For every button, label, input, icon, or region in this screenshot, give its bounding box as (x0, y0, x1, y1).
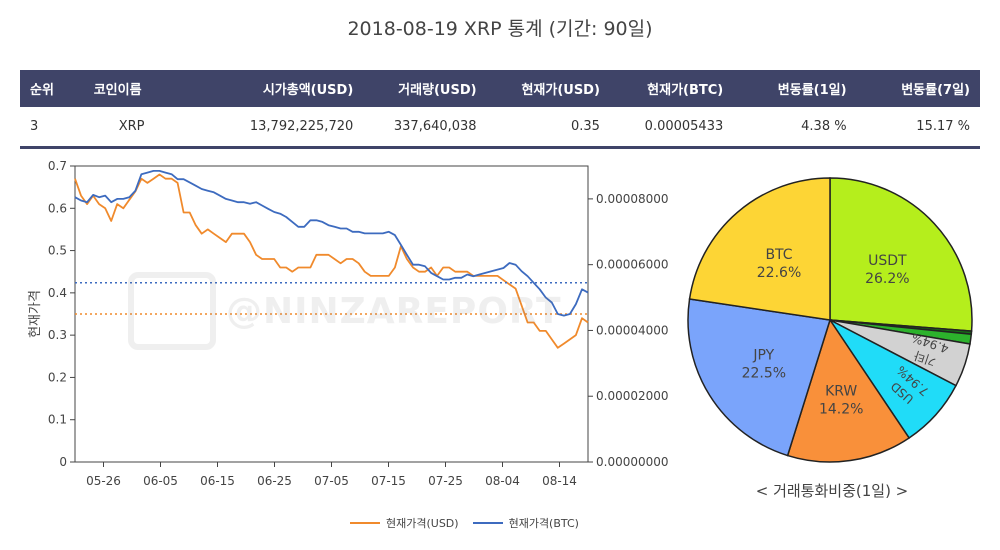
cell-rank: 3 (30, 119, 39, 134)
cell-price-btc: 0.00005433 (644, 119, 724, 134)
pie-label-group: USDT 26.2% (865, 253, 909, 287)
table-row: 3 XRP 13,792,225,720 337,640,038 0.35 0.… (20, 107, 980, 148)
pie-label-group: BTC 22.6% (757, 247, 801, 281)
legend-swatch-btc (472, 522, 503, 524)
pie-slice-label: USDT (868, 253, 907, 269)
cell-market-cap: 13,792,225,720 (249, 119, 354, 134)
x-tick-label: 06-15 (200, 474, 235, 488)
header-rank: 순위 (20, 70, 84, 107)
pie-slice-percent: 14.2% (819, 401, 863, 417)
chart-legend: 현재가격(USD) 현재가격(BTC) (350, 515, 579, 531)
x-tick-label: 05-26 (86, 474, 121, 488)
y-right-tick-label: 0.00004000 (596, 323, 669, 337)
pie-slice-usdt (829, 177, 973, 332)
cell-change-7d: 15.17 % (916, 119, 970, 134)
pie-slice-percent: 26.2% (865, 271, 909, 287)
legend-label-usd: 현재가격(USD) (386, 517, 459, 530)
y-left-tick-label: 0.5 (48, 244, 67, 258)
pie-label-group: JPY 22.5% (742, 347, 786, 381)
pie-slice-btc (688, 177, 831, 321)
x-tick-label: 08-14 (542, 474, 577, 488)
currency-share-pie-chart: USDT26.2%기타4.94%USD7.94%KRW14.2%JPY22.5%… (687, 177, 973, 463)
y-right-tick-label: 0.00008000 (596, 192, 669, 206)
pie-slice-percent: 22.6% (757, 265, 801, 281)
x-tick-label: 07-15 (371, 474, 406, 488)
x-tick-label: 08-04 (485, 474, 520, 488)
legend-swatch-usd (350, 522, 380, 524)
y-right-tick-label: 0.00002000 (596, 389, 669, 403)
series-line-btc (74, 169, 589, 317)
cell-coin-name: XRP (118, 119, 145, 134)
header-volume: 거래량(USD) (363, 70, 487, 107)
y-right-tick-label: 0.00000000 (596, 455, 669, 469)
y-left-tick-label: 0.3 (48, 328, 67, 342)
legend-label-btc: 현재가격(BTC) (508, 517, 579, 530)
series-line-usd (74, 173, 589, 349)
header-price-usd: 현재가(USD) (486, 70, 610, 107)
y-left-tick-label: 0.7 (48, 159, 67, 173)
page-title: 2018-08-19 XRP 통계 (기간: 90일) (347, 18, 653, 40)
x-tick-label: 07-05 (314, 474, 349, 488)
x-tick-label: 07-25 (428, 474, 463, 488)
pie-slice-label: 기타 (912, 348, 937, 368)
header-market-cap: 시가총액(USD) (207, 70, 364, 107)
y-left-tick-label: 0.6 (48, 201, 67, 215)
y-left-tick-label: 0.2 (48, 370, 67, 384)
x-tick-label: 06-25 (257, 474, 292, 488)
cell-price-usd: 0.35 (570, 119, 600, 134)
x-tick-label: 06-05 (143, 474, 178, 488)
cell-volume: 337,640,038 (393, 119, 477, 134)
pie-slice-jpy (687, 298, 831, 457)
header-change-1d: 변동률(1일) (733, 70, 857, 107)
pie-slice-krw (786, 318, 911, 463)
price-line-chart: 0 0.1 0.2 0.3 0.4 0.5 0.6 0.7 0.00000000 0.000020… (28, 159, 669, 488)
y-left-tick-label: 0 (59, 455, 67, 469)
pie-slice-label: JPY (752, 347, 774, 363)
y-left-tick-label: 0.1 (48, 413, 67, 427)
pie-slice-percent: 22.5% (742, 365, 786, 381)
header-change-7d: 변동률(7일) (856, 70, 980, 107)
pie-caption: < 거래통화비중(1일) > (755, 482, 909, 500)
y-right-tick-label: 0.00006000 (596, 258, 669, 272)
pie-slice-label: KRW (825, 383, 857, 399)
legend-item-btc[interactable]: 현재가격(BTC) (472, 515, 579, 531)
header-coin-name: 코인이름 (83, 70, 208, 107)
header-price-btc: 현재가(BTC) (609, 70, 734, 107)
table-header-row: 순위 코인이름 시가총액(USD) 거래량(USD) 현재가(USD) 현재가(… (20, 70, 980, 107)
pie-slice-label: BTC (765, 247, 792, 263)
cell-change-1d: 4.38 % (801, 119, 847, 134)
legend-item-usd[interactable]: 현재가격(USD) (350, 515, 459, 531)
y-left-tick-label: 0.4 (48, 286, 67, 300)
coin-stats-table: 순위 코인이름 시가총액(USD) 거래량(USD) 현재가(USD) 현재가(… (20, 70, 980, 149)
pie-label-group: KRW 14.2% (819, 383, 863, 417)
y-axis-label: 현재가격 (28, 290, 43, 338)
